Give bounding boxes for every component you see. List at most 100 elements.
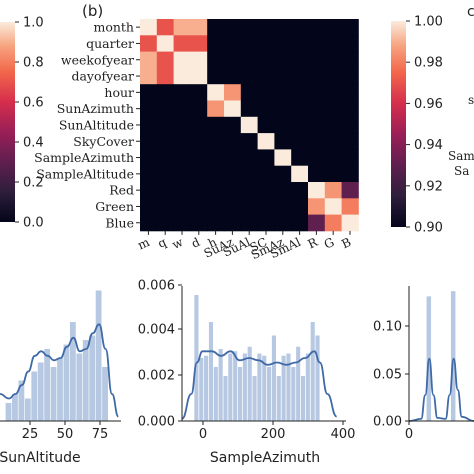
heatmap-cell [324, 133, 342, 150]
heatmap-cell [140, 198, 158, 215]
heatmap-cell [324, 84, 342, 101]
heatmap-cell [190, 149, 208, 167]
hist-sunaltitude: 25 50 75 SunAltitude [0, 290, 121, 466]
heatmap-cell [190, 133, 208, 150]
heatmap-cell [156, 84, 174, 101]
heatmap-cell [291, 116, 309, 134]
heatmap-cell [173, 100, 191, 118]
heatmap-cell [324, 19, 342, 36]
heatmap-cell [324, 214, 342, 232]
colorbar-right-gradient [391, 21, 406, 227]
heatmap-cell [341, 100, 359, 118]
heatmap-cell [308, 133, 326, 150]
colorbar-left-tick-label: 0.4 [23, 136, 44, 151]
kde-line [0, 323, 120, 418]
heatmap-cell [308, 67, 326, 85]
hist-bar [315, 335, 320, 421]
heatmap-cell [156, 19, 174, 36]
x-axis-label: SampleAzimuth [210, 450, 320, 466]
heatmap-cell [240, 133, 258, 150]
heatmap-cell [224, 100, 242, 118]
heatmap-cell [224, 67, 242, 85]
colorbar-left-tick-label: 0.2 [23, 176, 44, 191]
hist-bar [18, 380, 25, 421]
heatmap-cell [173, 133, 191, 150]
heatmap-cell [274, 35, 292, 52]
hist-bar [44, 349, 51, 421]
heatmap-cell [257, 165, 275, 183]
colorbar-left-tick-label: 0.6 [23, 96, 44, 111]
heatmap-cell [291, 67, 309, 85]
heatmap-cell [240, 198, 258, 215]
heatmap-col-label: d [189, 235, 202, 251]
heatmap-cell [274, 198, 292, 215]
heatmap-cell [140, 67, 158, 85]
hist-bar [50, 367, 57, 421]
colorbar-left-tick-label: 0.0 [23, 216, 44, 231]
heatmap-cell [224, 51, 242, 69]
heatmap-row-label: month [93, 20, 134, 35]
heatmap-cell [341, 182, 359, 199]
heatmap-cell [324, 35, 342, 52]
y-tick-label: 0.10 [373, 320, 402, 335]
heatmap-cell [257, 149, 275, 167]
heatmap-cell [291, 51, 309, 69]
heatmap-cell [291, 198, 309, 215]
heatmap-cell [173, 182, 191, 199]
heatmap-cell [274, 67, 292, 85]
heatmap-cell [341, 19, 359, 36]
hist-bar [247, 346, 252, 421]
heatmap-cell [308, 35, 326, 52]
heatmap-cell [140, 133, 158, 150]
heatmap-cell [324, 116, 342, 134]
heatmap-row-label: Green [95, 199, 134, 214]
heatmap-cell [173, 116, 191, 134]
hist-bar [218, 349, 223, 421]
heatmap-cell [274, 84, 292, 101]
heatmap-cell [173, 214, 191, 232]
heatmap-cell [224, 84, 242, 101]
heatmap-cell [140, 19, 158, 36]
heatmap-cell [341, 35, 359, 52]
heatmap-cell [156, 198, 174, 215]
heatmap-cell [308, 51, 326, 69]
heatmap-cell [224, 182, 242, 199]
heatmap-cell [324, 67, 342, 85]
heatmap-cell [224, 116, 242, 134]
colorbar-left-gradient [0, 22, 15, 222]
heatmap-cell [224, 165, 242, 183]
heatmap-cell [274, 19, 292, 36]
heatmap-cell [341, 51, 359, 69]
hist-bar [305, 353, 310, 421]
hist-bar [242, 353, 247, 421]
x-tick-label: 0 [199, 427, 207, 442]
heatmap-row-label: SkyCover [73, 134, 134, 149]
heatmap-cell [274, 165, 292, 183]
heatmap-cell [190, 51, 208, 69]
heatmap-cell [308, 165, 326, 183]
heatmap-cell [190, 35, 208, 52]
heatmap-cell [173, 67, 191, 85]
heatmap-cell [257, 84, 275, 101]
colorbar-left: 0.0 0.2 0.4 0.6 0.8 1.0 [0, 16, 44, 231]
heatmap-cell [291, 182, 309, 199]
x-tick-label: 50 [57, 427, 74, 442]
heatmap-cell [240, 67, 258, 85]
heatmap-row-label: quarter [86, 36, 134, 51]
kde-line [408, 357, 474, 422]
heatmap-col-label: G [322, 235, 337, 252]
heatmap-cell [308, 116, 326, 134]
heatmap-cell [173, 84, 191, 101]
hist-bar [199, 358, 204, 421]
heatmap-panel: (b) monthquarterweekofyeardayofyearhourS… [34, 2, 359, 262]
heatmap-cell [224, 133, 242, 150]
hist-sampleazimuth: 0 200 400 0.000 0.002 0.004 0.006 SampleAzimuth [138, 279, 356, 467]
x-tick-label: 0 [405, 427, 413, 442]
x-axis-label: SunAltitude [0, 450, 81, 466]
heatmap-cell [291, 35, 309, 52]
heatmap-row-label: weekofyear [61, 52, 134, 67]
heatmap-cell [308, 182, 326, 199]
heatmap-cell [156, 35, 174, 52]
